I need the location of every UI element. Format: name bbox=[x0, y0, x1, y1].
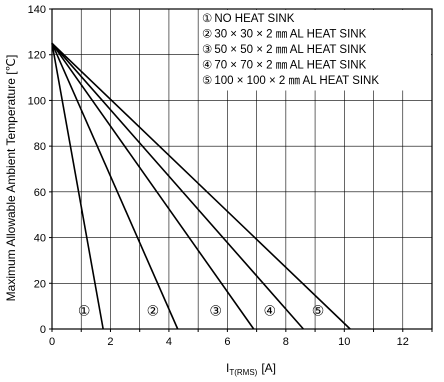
legend-label: 30 × 30 × 2 ㎜ AL HEAT SINK bbox=[214, 29, 366, 41]
x-tick-label: 4 bbox=[166, 336, 172, 348]
legend-marker: ② bbox=[202, 29, 212, 41]
curve-number-label: ③ bbox=[209, 303, 222, 319]
legend-marker: ④ bbox=[202, 60, 212, 72]
legend-entry: ⑤ 100 × 100 × 2 ㎜ AL HEAT SINK bbox=[202, 75, 379, 87]
y-tick-label: 80 bbox=[34, 141, 46, 153]
x-tick-label: 8 bbox=[283, 336, 289, 348]
y-tick-label: 100 bbox=[28, 95, 46, 107]
x-tick-label: 6 bbox=[224, 336, 230, 348]
legend-entry: ④ 70 × 70 × 2 ㎜ AL HEAT SINK bbox=[202, 60, 367, 72]
x-tick-label: 2 bbox=[107, 336, 113, 348]
series-line bbox=[51, 42, 179, 330]
legend-marker: ① bbox=[202, 13, 212, 25]
legend-marker: ③ bbox=[202, 44, 212, 56]
curve-number-label: ② bbox=[147, 303, 160, 319]
curve-number-label: ⑤ bbox=[312, 303, 325, 319]
y-tick-label: 20 bbox=[34, 278, 46, 290]
plot-border bbox=[51, 8, 433, 330]
legend-entry: ① NO HEAT SINK bbox=[202, 13, 295, 25]
x-axis-title-subscript: T(RMS) bbox=[229, 368, 257, 377]
legend-marker: ⑤ bbox=[202, 75, 212, 87]
x-tick-label: 10 bbox=[338, 336, 350, 348]
legend-label: 50 × 50 × 2 ㎜ AL HEAT SINK bbox=[214, 44, 366, 56]
legend-label: NO HEAT SINK bbox=[214, 13, 294, 25]
y-tick-label: 0 bbox=[40, 324, 46, 336]
legend-background bbox=[199, 10, 431, 91]
y-tick-label: 60 bbox=[34, 187, 46, 199]
curve-number-label: ① bbox=[78, 303, 91, 319]
y-tick-label: 40 bbox=[34, 233, 46, 245]
plot-frame bbox=[51, 8, 433, 330]
x-axis-title-main: I bbox=[226, 361, 229, 375]
legend-label: 70 × 70 × 2 ㎜ AL HEAT SINK bbox=[214, 60, 366, 72]
curve-labels: ① ② ③ ④ ⑤ bbox=[78, 303, 324, 319]
grid bbox=[52, 9, 432, 329]
y-tick-label: 140 bbox=[28, 4, 46, 16]
x-axis-title-unit: [A] bbox=[261, 361, 276, 375]
y-tick-label: 120 bbox=[28, 50, 46, 62]
legend-entry: ② 30 × 30 × 2 ㎜ AL HEAT SINK bbox=[202, 29, 367, 41]
x-tick-label: 12 bbox=[397, 336, 409, 348]
legend-label: 100 × 100 × 2 ㎜ AL HEAT SINK bbox=[214, 75, 379, 87]
series-line bbox=[51, 42, 255, 330]
y-axis-title: Maximum Allowable Ambient Temperature [℃… bbox=[4, 55, 18, 302]
series-line bbox=[51, 43, 104, 330]
x-axis-title: IT(RMS) [A] bbox=[226, 361, 276, 377]
curve-number-label: ④ bbox=[263, 303, 276, 319]
legend-entry: ③ 50 × 50 × 2 ㎜ AL HEAT SINK bbox=[202, 44, 367, 56]
series-line bbox=[51, 42, 304, 330]
series-line bbox=[51, 42, 351, 330]
series-lines bbox=[51, 42, 351, 330]
x-tick-label: 0 bbox=[49, 336, 55, 348]
